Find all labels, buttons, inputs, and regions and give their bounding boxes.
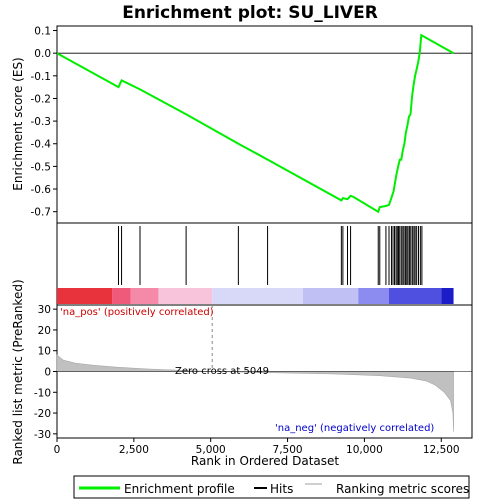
ranking-metric-fill [56, 354, 454, 432]
es-tick-label: -0.7 [31, 207, 52, 219]
rank-color-bar [57, 288, 454, 304]
x-tick-label: 12,500 [423, 444, 460, 456]
x-tick-label: 10,000 [346, 444, 383, 456]
rank-color-segment [302, 288, 359, 304]
rank-color-segment [112, 288, 131, 304]
x-tick-label: 7,500 [273, 444, 303, 456]
x-axis-label: Rank in Ordered Dataset [191, 454, 339, 468]
metric-tick-label: 0 [44, 367, 51, 379]
es-tick-label: 0.0 [34, 48, 51, 60]
x-tick-label: 5,000 [196, 444, 226, 456]
rank-color-segment [212, 288, 303, 304]
metric-tick-label: 30 [38, 304, 51, 316]
es-tick-label: -0.1 [31, 71, 52, 83]
axis-ticks: 0.1 0.0 -0.1 -0.2 -0.3 -0.4 -0.5 -0.6 -0.7 30 20 10… [31, 26, 460, 456]
legend-box [73, 475, 470, 499]
chart-title: Enrichment plot: SU_LIVER [122, 3, 378, 23]
metric-tick-label: -30 [34, 429, 51, 441]
series-enrichment-profile [56, 33, 455, 214]
x-tick-label: 2,500 [119, 444, 149, 456]
legend-label-profile: Enrichment profile [124, 482, 235, 496]
enrichment-profile-line [56, 33, 455, 214]
hit-marks [117, 226, 423, 285]
rank-color-segment [130, 288, 159, 304]
rank-color-segment [358, 288, 389, 304]
es-panel [56, 25, 473, 224]
pos-label: 'na_pos' (positively correlated) [60, 307, 214, 318]
metric-tick-label: -10 [34, 387, 51, 399]
rank-color-segment [158, 288, 213, 304]
neg-label: 'na_neg' (negatively correlated) [275, 423, 434, 434]
zero-cross-label: Zero cross at 5049 [175, 366, 269, 377]
metric-tick-label: 20 [38, 325, 51, 337]
rank-color-segment [389, 288, 442, 304]
legend-label-hits: Hits [270, 482, 293, 496]
es-tick-label: -0.2 [31, 93, 52, 105]
y-axis-label-metric: Ranked list metric (PreRanked) [11, 279, 25, 464]
es-tick-label: -0.3 [31, 116, 52, 128]
x-tick-label: 0 [54, 444, 61, 456]
rank-color-segment [57, 288, 113, 304]
es-tick-label: -0.4 [31, 139, 52, 151]
es-tick-label: -0.6 [31, 184, 52, 196]
es-tick-label: -0.5 [31, 161, 52, 173]
rank-color-segment [441, 288, 454, 304]
metric-tick-label: -20 [34, 408, 51, 420]
legend-label-metric: Ranking metric scores [336, 482, 469, 496]
ranking-metric-area [56, 305, 472, 432]
es-tick-label: 0.1 [34, 26, 51, 38]
y-axis-label-es: Enrichment score (ES) [11, 57, 25, 190]
metric-tick-label: 10 [38, 346, 51, 358]
